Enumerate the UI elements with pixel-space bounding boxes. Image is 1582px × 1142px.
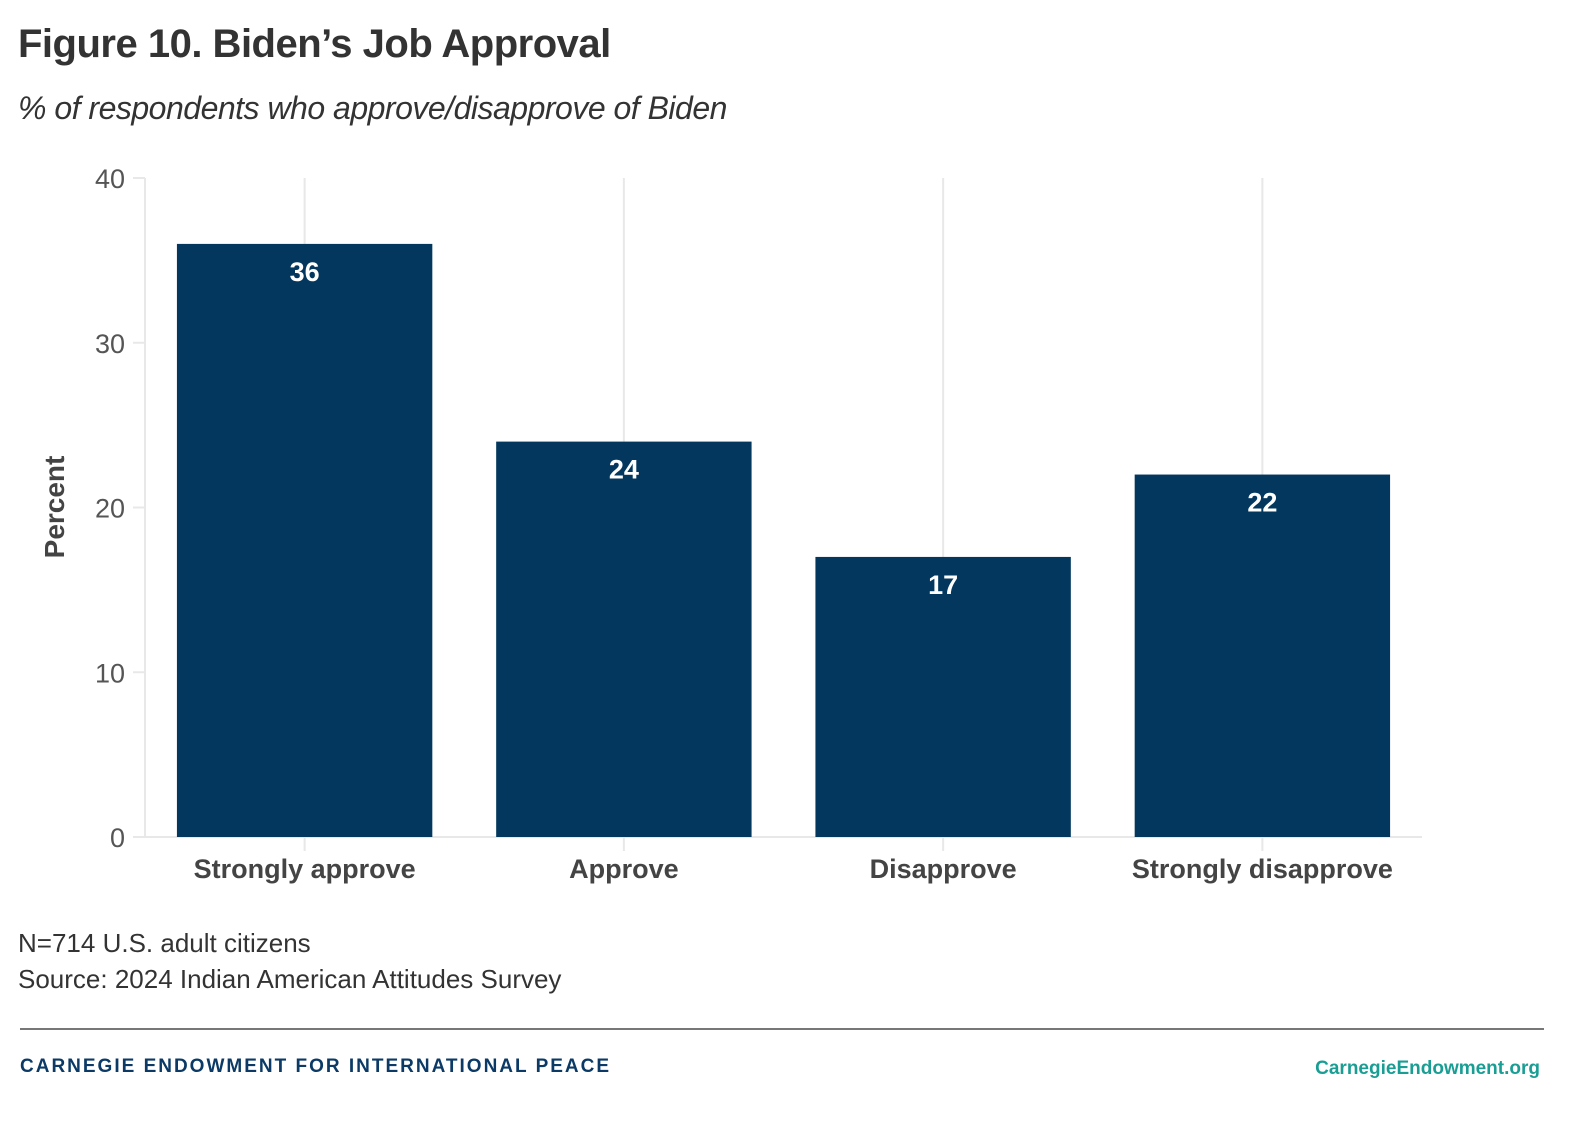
- labels: 36 Strongly approve 24 Approve 17 Disapprove 2…: [194, 257, 1393, 884]
- y-tick-label: 20: [95, 494, 125, 524]
- chart-subtitle: % of respondents who approve/disapprove …: [18, 90, 727, 126]
- bar: [815, 556, 1071, 837]
- bar: [176, 243, 433, 837]
- data-label: 17: [928, 570, 958, 600]
- bar: [1134, 474, 1391, 837]
- bars: [176, 243, 1391, 837]
- y-tick-label: 10: [95, 658, 125, 688]
- y-tick-label: 40: [95, 164, 125, 194]
- site-link[interactable]: CarnegieEndowment.org: [1315, 1058, 1540, 1079]
- y-tick-label: 30: [95, 329, 125, 359]
- y-tick-label: 0: [110, 823, 125, 853]
- data-label: 22: [1247, 488, 1277, 518]
- x-tick-label: Disapprove: [870, 854, 1017, 884]
- chart-title: Figure 10. Biden’s Job Approval: [18, 22, 611, 66]
- data-label: 36: [290, 257, 320, 287]
- x-tick-label: Strongly approve: [194, 854, 416, 884]
- y-axis-label: Percent: [39, 456, 70, 559]
- x-tick-label: Strongly disapprove: [1132, 854, 1393, 884]
- brand-name: CARNEGIE ENDOWMENT FOR INTERNATIONAL PEA…: [20, 1056, 612, 1077]
- bar: [496, 441, 752, 837]
- footer-divider: [20, 1028, 1544, 1030]
- x-tick-label: Approve: [569, 854, 679, 884]
- data-label: 24: [609, 455, 639, 485]
- source-note: Source: 2024 Indian American Attitudes S…: [18, 964, 562, 994]
- bar-chart: 0 10 20 30 40 36 Strongly approve 24 Approve 17 D…: [39, 164, 1422, 884]
- grid-lines: [303, 178, 1264, 851]
- sample-note: N=714 U.S. adult citizens: [18, 928, 311, 958]
